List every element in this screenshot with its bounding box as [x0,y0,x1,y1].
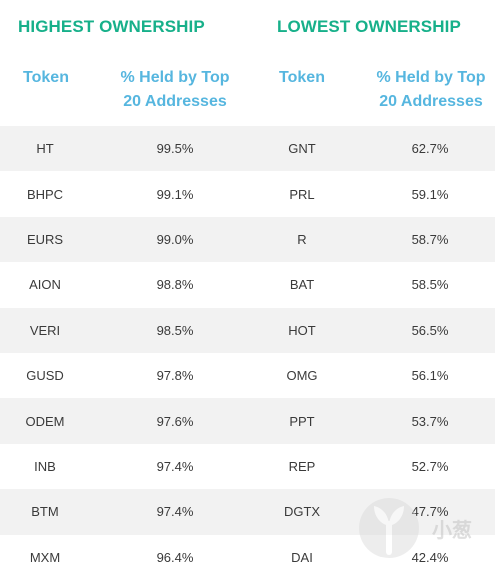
highest-held-column-header: % Held by Top 20 Addresses [100,66,250,114]
lowest-token-cell: GNT [288,141,316,157]
lowest-held-header-line2: 20 Addresses [379,93,483,110]
highest-held-header-line1: % Held by Top [120,69,230,86]
lowest-token-cell: R [297,231,307,247]
highest-pct-cell: 99.0% [156,231,194,247]
lowest-token-cell: REP [288,458,316,474]
table-row: ODEM 97.6% PPT 53.7% [0,398,495,444]
lowest-token-cell: PRL [289,186,315,202]
lowest-pct-cell: 58.7% [411,231,449,247]
lowest-token-cell: PPT [289,413,315,429]
highest-token-column-header: Token [0,66,92,90]
highest-pct-cell: 97.4% [156,504,194,520]
lowest-pct-cell: 62.7% [411,141,449,157]
lowest-token-cell: BAT [289,277,315,293]
table-row: INB 97.4% REP 52.7% [0,444,495,489]
ownership-table-body: HT 99.5% GNT 62.7% BHPC 99.1% PRL 59.1% … [0,126,495,580]
lowest-token-cell: DGTX [283,504,321,520]
lowest-token-cell: DAI [291,549,313,565]
highest-token-cell: VERI [29,322,61,338]
table-row: BTM 97.4% DGTX 47.7% [0,489,495,535]
lowest-pct-cell: 42.4% [411,549,449,565]
table-row: EURS 99.0% R 58.7% [0,216,495,263]
lowest-pct-cell: 53.7% [411,413,449,429]
lowest-pct-cell: 47.7% [411,504,449,520]
highest-token-cell: BTM [31,504,59,520]
highest-token-cell: ODEM [25,413,65,429]
highest-token-cell: EURS [26,231,64,247]
highest-token-cell: INB [34,458,56,474]
lowest-held-column-header: % Held by Top 20 Addresses [360,66,502,114]
highest-pct-cell: 96.4% [156,549,194,565]
table-row: GUSD 97.8% OMG 56.1% [0,353,495,398]
lowest-pct-cell: 52.7% [411,458,449,474]
table-row: AION 98.8% BAT 58.5% [0,262,495,307]
highest-token-cell: AION [29,277,61,293]
table-row: MXM 96.4% DAI 42.4% [0,535,495,580]
highest-token-cell: GUSD [26,368,64,384]
highest-pct-cell: 98.5% [156,322,194,338]
highest-token-header-label: Token [23,69,69,86]
lowest-held-header-line1: % Held by Top [376,69,486,86]
lowest-token-column-header: Token [262,66,342,90]
table-row: BHPC 99.1% PRL 59.1% [0,171,495,216]
table-row: VERI 98.5% HOT 56.5% [0,307,495,353]
highest-token-cell: MXM [29,549,61,565]
lowest-pct-cell: 59.1% [411,186,449,202]
highest-token-cell: HT [36,141,54,157]
highest-pct-cell: 97.8% [156,368,194,384]
highest-pct-cell: 99.5% [156,141,194,157]
lowest-token-cell: HOT [288,322,316,338]
table-row: HT 99.5% GNT 62.7% [0,126,495,172]
highest-pct-cell: 99.1% [156,186,194,202]
lowest-token-cell: OMG [286,368,318,384]
lowest-ownership-title: LOWEST OWNERSHIP [277,17,461,36]
lowest-pct-cell: 58.5% [411,277,449,293]
highest-token-cell: BHPC [26,186,64,202]
table-header: HIGHEST OWNERSHIP LOWEST OWNERSHIP Token… [0,0,502,126]
highest-pct-cell: 97.6% [156,413,194,429]
lowest-token-header-label: Token [279,69,325,86]
lowest-pct-cell: 56.1% [411,368,449,384]
lowest-pct-cell: 56.5% [411,322,449,338]
highest-held-header-line2: 20 Addresses [123,93,227,110]
highest-ownership-title: HIGHEST OWNERSHIP [18,17,205,36]
highest-pct-cell: 97.4% [156,458,194,474]
highest-pct-cell: 98.8% [156,277,194,293]
